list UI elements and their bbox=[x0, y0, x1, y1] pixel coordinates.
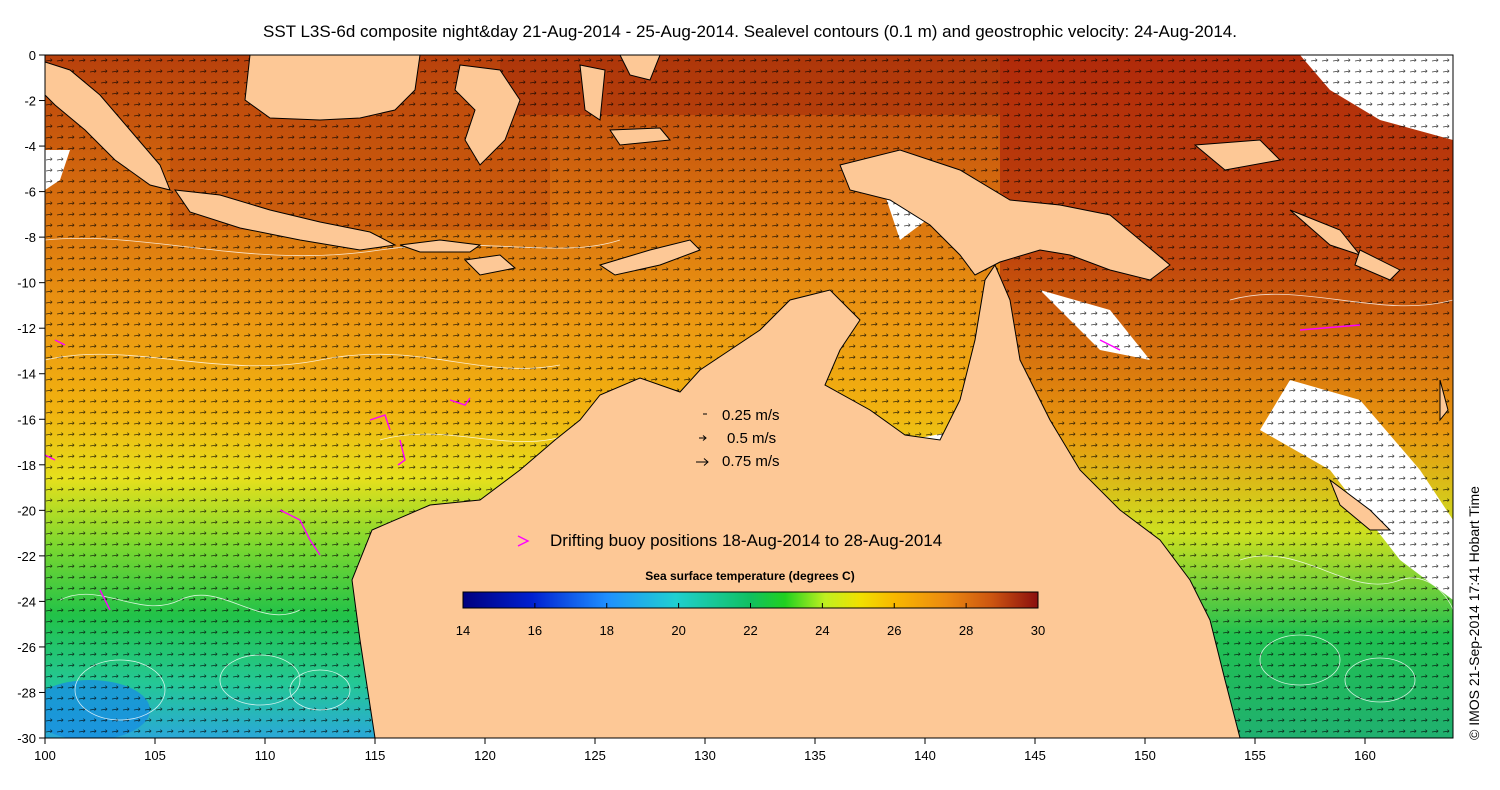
x-tick-label: 125 bbox=[584, 748, 606, 763]
colorbar-tick-label: 22 bbox=[743, 623, 757, 638]
x-tick-label: 150 bbox=[1134, 748, 1156, 763]
y-tick-label: -24 bbox=[17, 594, 36, 609]
x-axis: 100 105 110 115 120 125 130 135 140 145 150 155 160 bbox=[34, 738, 1376, 763]
sulawesi-landmass bbox=[454, 64, 521, 166]
velocity-legend: 0.25 m/s 0.5 m/s 0.75 m/s bbox=[696, 407, 780, 470]
x-tick-label: 130 bbox=[694, 748, 716, 763]
velocity-label-2: 0.5 m/s bbox=[727, 430, 776, 447]
x-tick-label: 160 bbox=[1354, 748, 1376, 763]
land-masses bbox=[45, 55, 1449, 738]
colorbar-tick-label: 26 bbox=[887, 623, 901, 638]
y-tick-label: -28 bbox=[17, 685, 36, 700]
velocity-arrow-medium bbox=[699, 435, 707, 441]
y-tick-label: -8 bbox=[24, 230, 36, 245]
colorbar-ticks: 14 16 18 20 22 24 26 28 30 bbox=[456, 603, 1045, 638]
y-tick-label: -4 bbox=[24, 139, 36, 154]
colorbar-tick-label: 20 bbox=[671, 623, 685, 638]
buoy-legend: Drifting buoy positions 18-Aug-2014 to 2… bbox=[517, 531, 942, 550]
y-tick-label: 0 bbox=[29, 48, 36, 63]
y-tick-label: -16 bbox=[17, 412, 36, 427]
x-tick-label: 140 bbox=[914, 748, 936, 763]
sumatra-landmass bbox=[45, 61, 171, 191]
x-tick-label: 105 bbox=[144, 748, 166, 763]
y-tick-label: -20 bbox=[17, 503, 36, 518]
colorbar: Sea surface temperature (degrees C) 14 16… bbox=[456, 569, 1045, 638]
y-tick-label: -12 bbox=[17, 321, 36, 336]
x-tick-label: 145 bbox=[1024, 748, 1046, 763]
y-tick-label: -30 bbox=[17, 731, 36, 746]
drifting-buoy-tracks bbox=[45, 324, 1361, 611]
buoy-legend-label: Drifting buoy positions 18-Aug-2014 to 2… bbox=[550, 531, 942, 550]
y-axis: 0 -2 -4 -6 -8 -10 -12 -14 -16 -18 -20 -22 -24 -26 -28 -… bbox=[17, 48, 45, 746]
y-tick-label: -26 bbox=[17, 640, 36, 655]
borneo-landmass bbox=[244, 55, 421, 121]
map-title: SST L3S-6d composite night&day 21-Aug-20… bbox=[263, 22, 1237, 41]
x-tick-label: 100 bbox=[34, 748, 56, 763]
australia-landmass bbox=[351, 263, 1241, 738]
y-tick-label: -14 bbox=[17, 367, 36, 382]
x-tick-label: 120 bbox=[474, 748, 496, 763]
y-tick-label: -6 bbox=[24, 185, 36, 200]
velocity-arrow-large bbox=[696, 458, 709, 466]
timor-landmass bbox=[598, 239, 701, 276]
plot-frame bbox=[44, 54, 1454, 739]
x-tick-label: 115 bbox=[365, 748, 386, 763]
colorbar-tick-label: 18 bbox=[600, 623, 614, 638]
colorbar-tick-label: 28 bbox=[959, 623, 973, 638]
colorbar-tick-label: 30 bbox=[1031, 623, 1045, 638]
colorbar-tick-label: 16 bbox=[528, 623, 542, 638]
velocity-label-3: 0.75 m/s bbox=[722, 453, 780, 470]
x-tick-label: 110 bbox=[255, 748, 276, 763]
java-landmass bbox=[173, 189, 397, 251]
y-tick-label: -22 bbox=[17, 549, 36, 564]
credit-text: © IMOS 21-Sep-2014 17:41 Hobart Time bbox=[1466, 486, 1482, 740]
colorbar-tick-label: 14 bbox=[456, 623, 470, 638]
y-tick-label: -18 bbox=[17, 458, 36, 473]
x-tick-label: 155 bbox=[1244, 748, 1266, 763]
colorbar-tick-label: 24 bbox=[815, 623, 829, 638]
colorbar-title: Sea surface temperature (degrees C) bbox=[645, 569, 854, 583]
y-tick-label: -10 bbox=[17, 276, 36, 291]
x-tick-label: 135 bbox=[804, 748, 826, 763]
map-plot-area bbox=[45, 55, 1453, 738]
velocity-label-1: 0.25 m/s bbox=[722, 407, 780, 424]
buoy-symbol-icon bbox=[517, 535, 530, 547]
new-guinea-landmass bbox=[839, 149, 1171, 281]
y-tick-label: -2 bbox=[24, 94, 36, 109]
